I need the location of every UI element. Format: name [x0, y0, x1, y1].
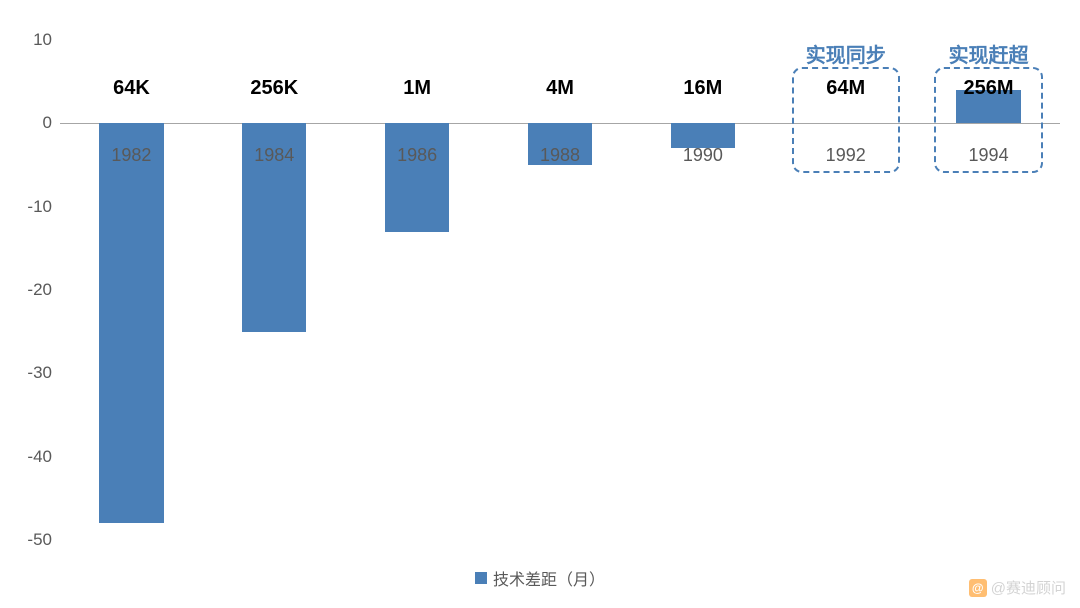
watermark: @ @赛迪顾问: [969, 577, 1066, 598]
y-tick-label: -30: [27, 363, 52, 383]
category-label: 1M: [403, 77, 431, 100]
year-label: 1984: [254, 145, 294, 166]
y-tick-label: -50: [27, 530, 52, 550]
y-tick-label: -40: [27, 447, 52, 467]
watermark-text: @赛迪顾问: [991, 577, 1066, 598]
gridline: [60, 290, 1060, 291]
bar: [385, 123, 449, 231]
y-tick-label: -10: [27, 197, 52, 217]
y-tick-label: 10: [33, 30, 52, 50]
y-tick-label: -20: [27, 280, 52, 300]
annotation-box: [792, 67, 900, 173]
legend-swatch: [475, 572, 487, 584]
year-label: 1990: [683, 145, 723, 166]
annotation-label: 实现同步: [806, 39, 886, 68]
weibo-icon: @: [969, 579, 987, 597]
legend-label: 技术差距（月）: [493, 566, 605, 590]
legend: 技术差距（月）: [475, 566, 605, 590]
year-label: 1986: [397, 145, 437, 166]
gridline: [60, 207, 1060, 208]
gridline: [60, 457, 1060, 458]
gridline: [60, 373, 1060, 374]
category-label: 64K: [113, 77, 150, 100]
category-label: 4M: [546, 77, 574, 100]
bar: [99, 123, 163, 523]
year-label: 1982: [111, 145, 151, 166]
y-tick-label: 0: [43, 113, 52, 133]
year-label: 1988: [540, 145, 580, 166]
chart-plot-area: 100-10-20-30-40-5064K1982256K19841M19864…: [60, 40, 1060, 540]
annotation-box: [934, 67, 1042, 173]
category-label: 16M: [683, 77, 722, 100]
gridline: [60, 540, 1060, 541]
category-label: 256K: [250, 77, 298, 100]
annotation-label: 实现赶超: [949, 39, 1029, 68]
gridline: [60, 40, 1060, 41]
